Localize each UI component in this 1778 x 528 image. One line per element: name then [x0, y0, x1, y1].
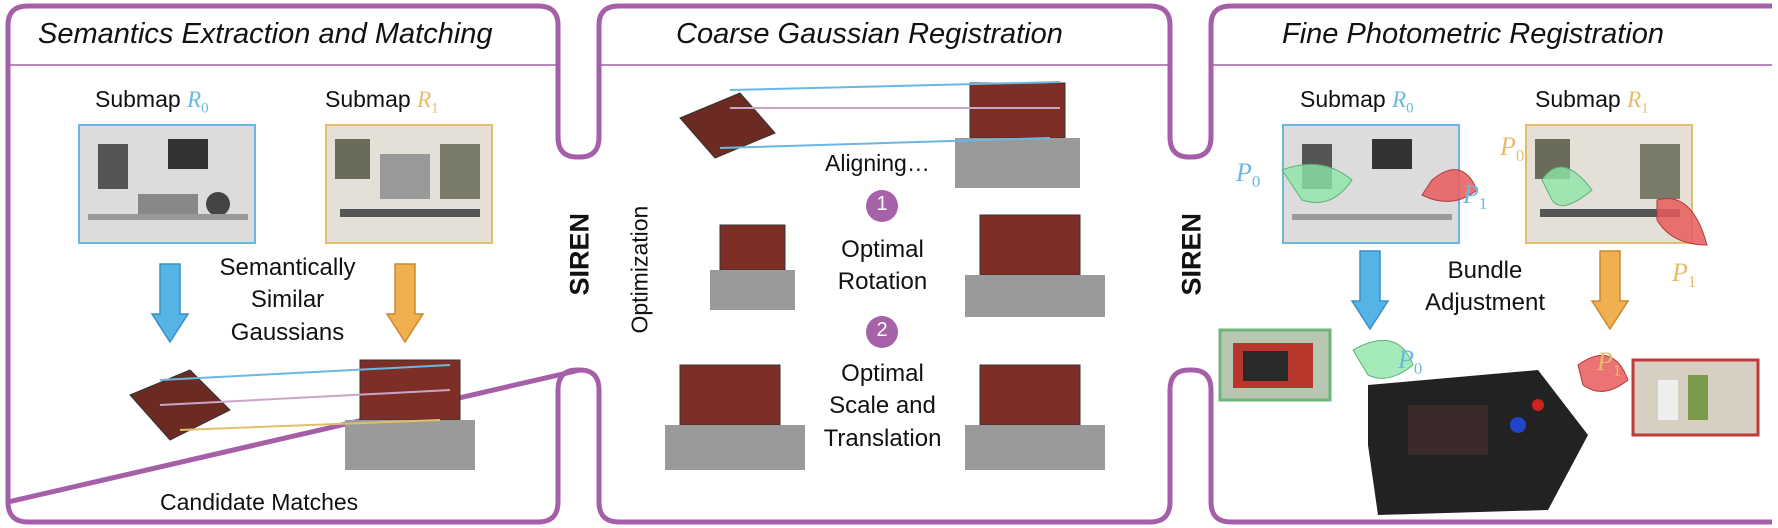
camera-p1-cone-r1 [1656, 198, 1708, 246]
pose-p0-label-right: P0 [1500, 132, 1524, 166]
blue-down-arrow-right [1350, 250, 1390, 331]
siren-right-label: SIREN [1176, 212, 1207, 296]
bundle-adjustment-label: Bundle Adjustment [1424, 257, 1546, 317]
panel-frame-coarse [579, 3, 1192, 160]
pose-p0-label-bottom: P0 [1398, 345, 1422, 379]
candidate-matches-pointcloud [129, 359, 475, 470]
r-index: 1 [1641, 100, 1649, 117]
submap-r0-label: Submap R0 [95, 86, 209, 118]
step-1-label: Optimal Rotation [837, 236, 928, 296]
aligning-pointclouds [679, 81, 1080, 188]
scaled-target-pointcloud [965, 364, 1105, 470]
p-index: 0 [1413, 359, 1423, 379]
submap-word: Submap [1535, 86, 1621, 112]
step-2-number: 2 [876, 319, 888, 341]
fine-result-scene [1218, 328, 1760, 515]
scaled-source-pointcloud [665, 364, 805, 470]
step-2-badge [866, 316, 898, 348]
fine-submap-r1-label: Submap R1 [1535, 86, 1649, 118]
submap-word: Submap [95, 86, 181, 112]
pose-p1-label-right: P1 [1672, 258, 1696, 292]
p-symbol: P [1236, 158, 1252, 187]
coarse-title: Coarse Gaussian Registration [676, 18, 1063, 50]
panel-frame-semantics [5, 3, 580, 160]
fine-title: Fine Photometric Registration [1282, 18, 1664, 50]
submap-r1-symbol: R1 [417, 87, 439, 117]
pose-p0-label-left: P0 [1236, 158, 1260, 192]
p-index: 0 [1251, 172, 1261, 192]
submap-r0-symbol: R0 [187, 87, 209, 117]
fine-submap-r0-label: Submap R0 [1300, 86, 1414, 118]
submap-r1-label: Submap R1 [325, 86, 439, 118]
gold-down-arrow-left [385, 263, 425, 344]
p-symbol: P [1463, 180, 1479, 209]
blue-down-arrow-left [150, 263, 190, 344]
submap-word: Submap [325, 86, 411, 112]
panel-frame-fine [1191, 3, 1772, 525]
p-symbol: P [1398, 345, 1414, 374]
p-symbol: P [1500, 132, 1516, 161]
gold-down-arrow-right [1590, 250, 1630, 331]
submap-word: Submap [1300, 86, 1386, 112]
r-symbol: R [1392, 87, 1407, 112]
p-symbol: P [1672, 258, 1688, 287]
p-symbol: P [1597, 347, 1613, 376]
camera-p0-cone-r1 [1541, 166, 1593, 207]
semantics-title: Semantics Extraction and Matching [38, 18, 493, 50]
camera-p1-cone-bottom [1577, 355, 1629, 392]
candidate-matches-label: Candidate Matches [160, 489, 359, 515]
step-1-number: 1 [876, 193, 888, 215]
r-index: 1 [431, 100, 439, 117]
submap-r1-symbol: R1 [1627, 87, 1649, 117]
step-1-badge [866, 190, 898, 222]
p-index: 1 [1687, 272, 1697, 292]
step-2-label: Optimal Scale and Translation [823, 360, 942, 452]
submap-r1-image [325, 124, 493, 244]
r-symbol: R [417, 87, 432, 112]
camera-p1-cone [1421, 169, 1478, 202]
p-index: 0 [1515, 146, 1525, 166]
submap-r0-image [78, 124, 256, 244]
semantically-similar-label: Semantically Similar Gaussians [219, 254, 356, 346]
aligning-label: Aligning… [825, 150, 930, 176]
r-symbol: R [187, 87, 202, 112]
r-index: 0 [1406, 100, 1414, 117]
r-index: 0 [201, 100, 209, 117]
camera-p0-cone [1281, 163, 1353, 203]
p-index: 1 [1478, 194, 1488, 214]
submap-r0-symbol: R0 [1392, 87, 1414, 117]
camera-p0-cone-bottom [1352, 339, 1414, 379]
pose-p1-label-bottom: P1 [1597, 347, 1621, 381]
siren-left-label: SIREN [564, 212, 595, 296]
optimization-label: Optimization [626, 205, 653, 334]
rotated-target-pointcloud [965, 214, 1105, 317]
r-symbol: R [1627, 87, 1642, 112]
p-index: 1 [1612, 361, 1622, 381]
rotated-source-pointcloud [710, 224, 795, 310]
camera-frustums-top [1281, 163, 1708, 246]
pose-p1-label-left: P1 [1463, 180, 1487, 214]
